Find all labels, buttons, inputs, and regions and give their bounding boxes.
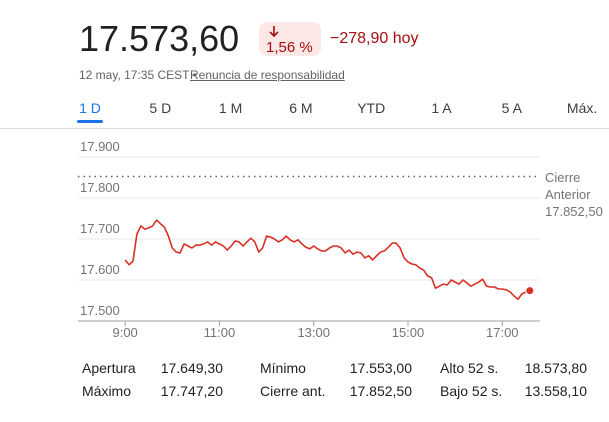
chart: 17.500 17.600 17.700 17.800 17.900 9:00 11:00 1… [78,139,603,340]
range-tab[interactable]: 6 M [289,100,313,116]
range-tab[interactable]: YTD [357,100,386,116]
disclaimer-link[interactable]: Renuncia de responsabilidad [190,68,345,82]
y-tick-label: 17.900 [80,139,120,154]
stat-label: Apertura [82,360,136,376]
y-tick-label: 17.500 [80,303,120,318]
stat-value: 17.852,50 [349,383,412,399]
down-arrow [269,26,279,38]
stat-label: Cierre ant. [260,383,326,399]
stat-value: 17.649,30 [160,360,223,376]
range-tab[interactable]: 5 A [501,100,522,116]
y-tick-label: 17.700 [80,221,120,236]
range-tab[interactable]: 1 A [431,100,452,116]
change-pct: 1,56 % [266,39,313,56]
reference-label: Cierre [545,170,580,185]
stat-value: 17.553,00 [349,360,412,376]
stat-label: Mínimo [260,360,306,376]
x-tick-label: 11:00 [204,325,236,340]
range-tab[interactable]: 1 D [79,100,101,116]
price-line [124,219,531,301]
x-tick-label: 9:00 [112,325,137,340]
price: 17.573,60 [79,18,240,59]
stat-label: Alto 52 s. [440,360,499,376]
timestamp: 12 may, 17:35 CEST • [79,68,197,82]
stat-label: Bajo 52 s. [440,383,503,399]
x-tick-label: 15:00 [392,325,425,340]
stat-value: 17.747,20 [160,383,223,399]
range-tab[interactable]: Máx. [566,100,598,116]
x-tick-label: 13:00 [297,325,330,340]
x-tick-label: 17:00 [486,325,519,340]
tab-underline [77,120,103,123]
reference-label: Anterior [545,187,591,202]
stat-value: 13.558,10 [524,383,587,399]
y-tick-label: 17.800 [80,180,120,195]
last-point [525,286,535,296]
separator [0,128,609,129]
change-abs: −278,90 hoy [330,30,419,47]
reference-value: 17.852,50 [545,204,603,219]
stat-label: Máximo [82,383,132,399]
range-tab[interactable]: 1 M [218,100,243,116]
stat-value: 18.573,80 [524,360,587,376]
change-badge [259,22,321,56]
range-tab[interactable]: 5 D [149,100,172,116]
y-tick-label: 17.600 [80,262,120,277]
